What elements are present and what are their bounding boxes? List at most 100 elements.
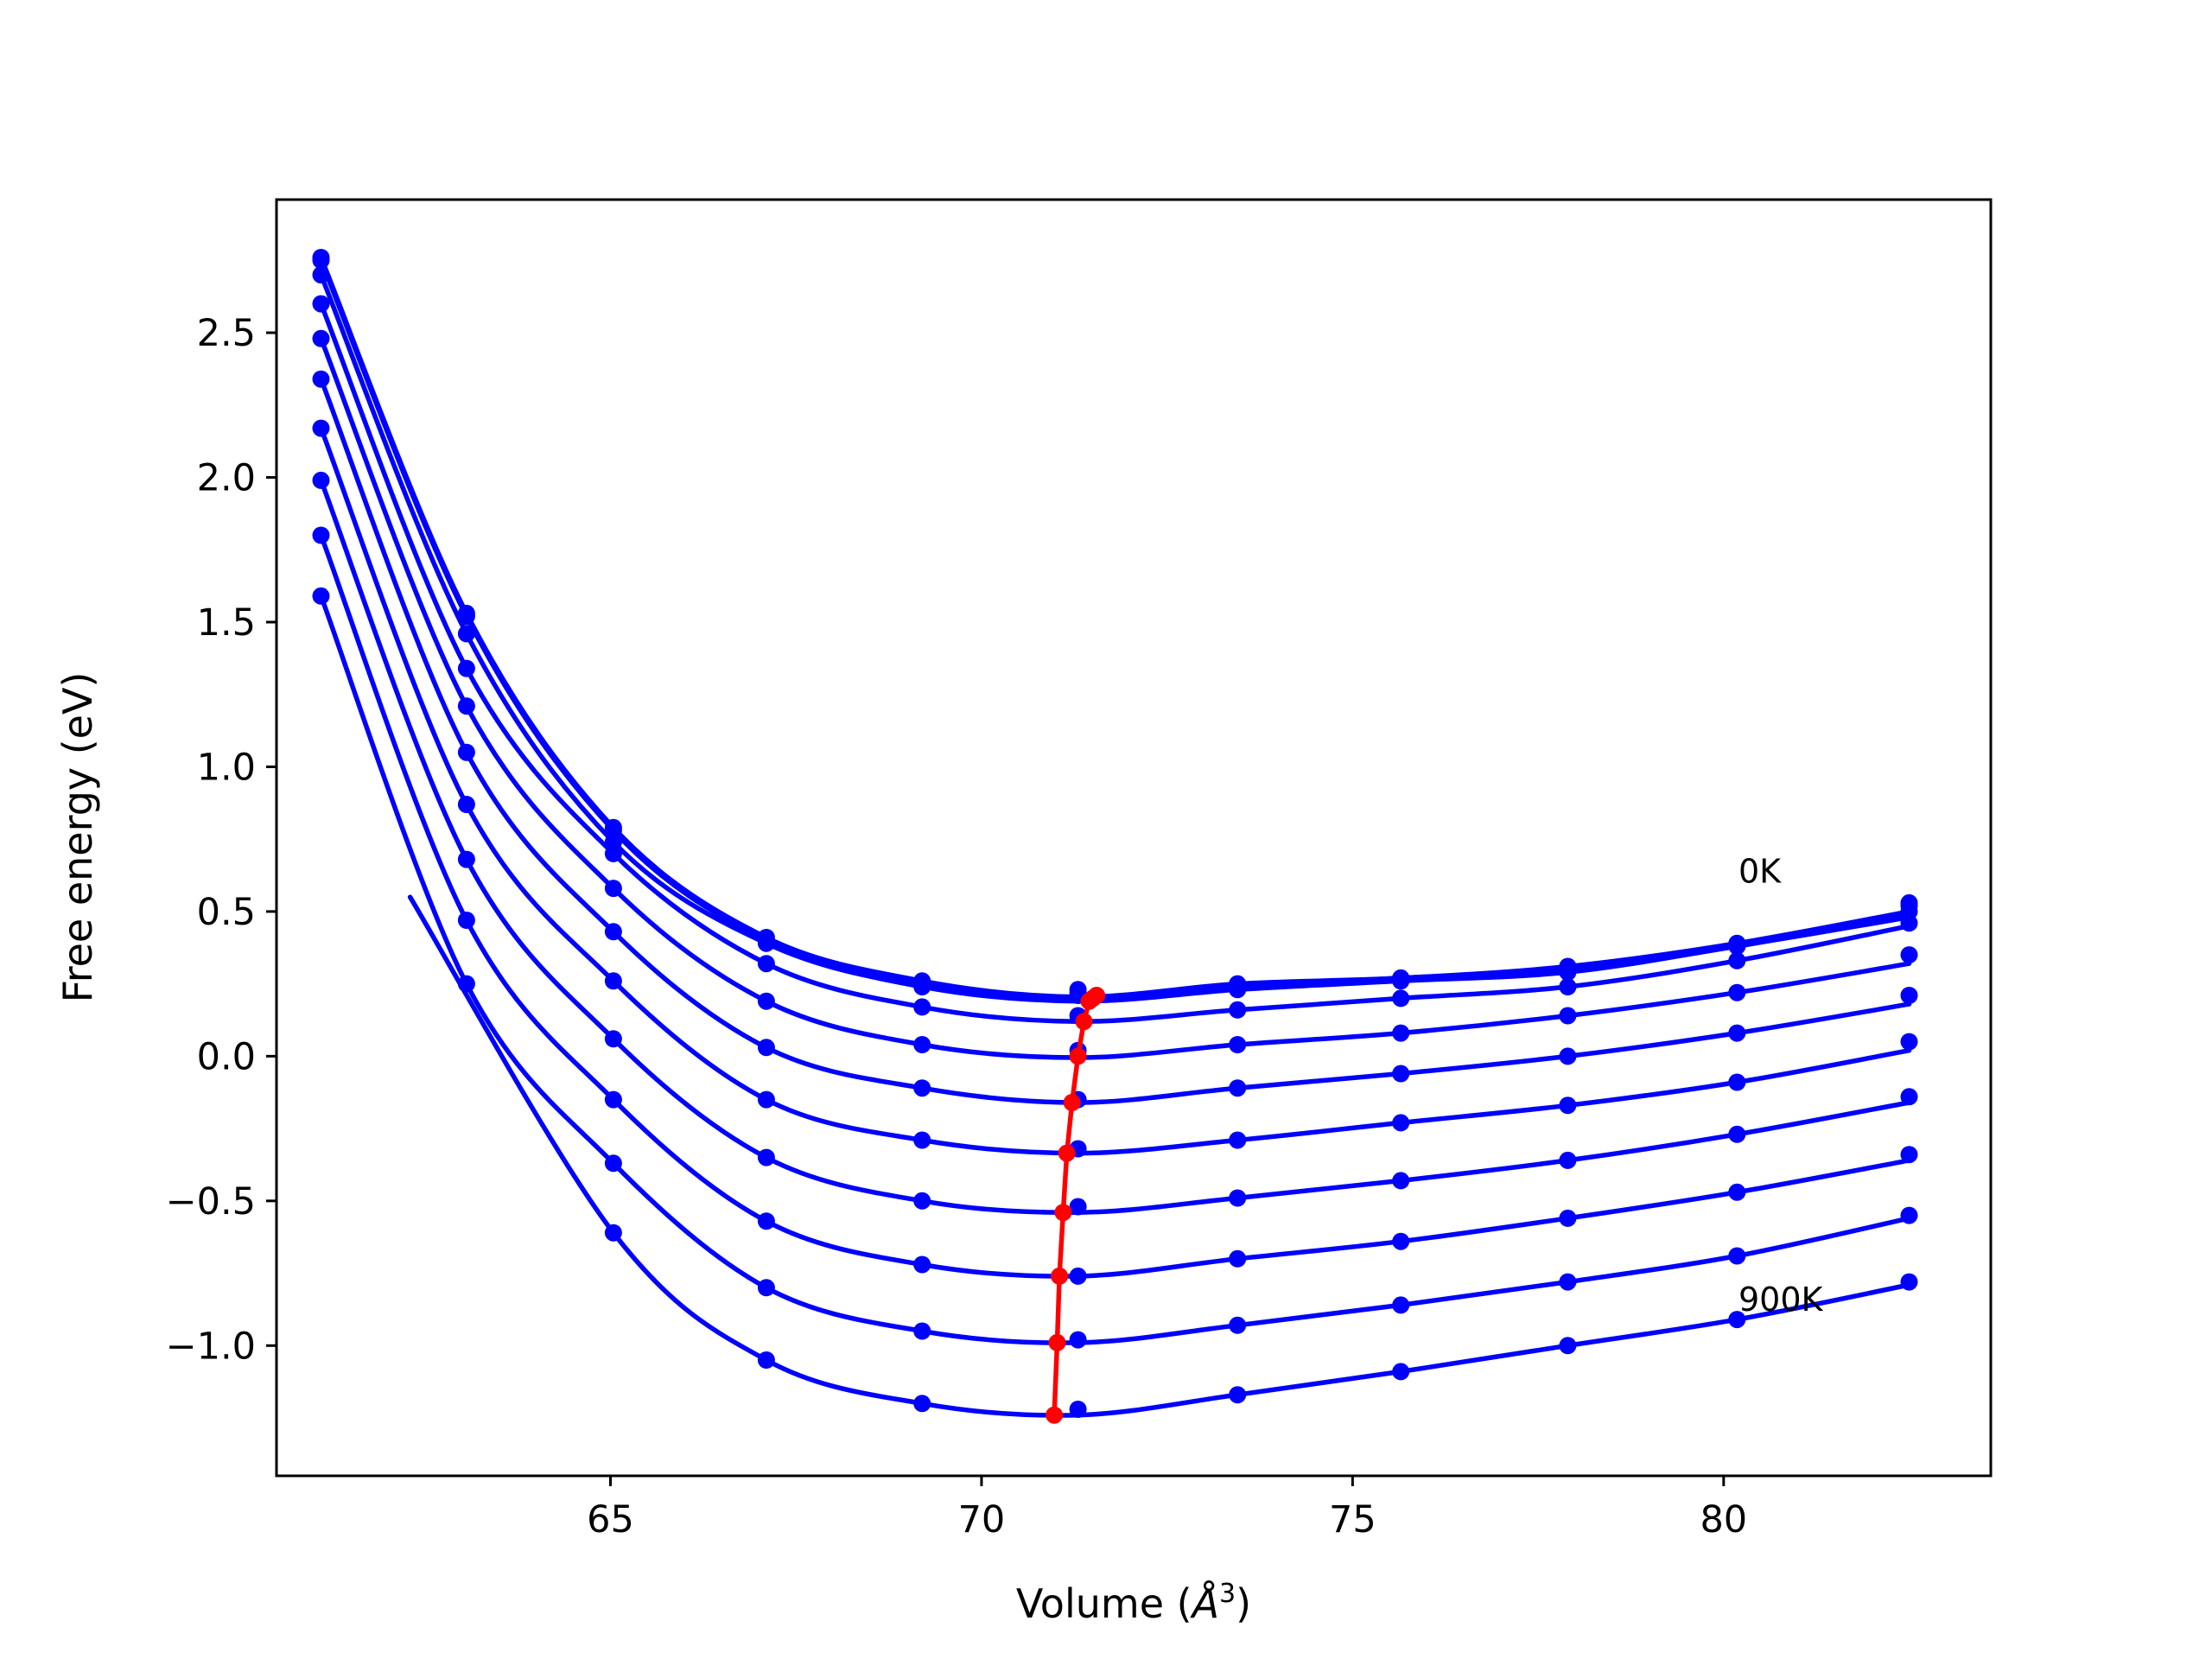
data-point	[604, 1090, 622, 1109]
data-point	[1069, 1198, 1087, 1216]
data-point	[457, 607, 475, 626]
data-point	[457, 625, 475, 643]
x-axis-title: Volume (Å3)	[1016, 1579, 1251, 1627]
data-point	[457, 975, 475, 993]
data-point	[757, 955, 775, 973]
data-point	[604, 880, 622, 898]
temperature-annotation: 900K	[1738, 1281, 1824, 1319]
fit-curve-9	[318, 532, 1912, 1279]
data-point	[457, 659, 475, 677]
y-tick-label: −1.0	[166, 1325, 256, 1368]
data-point	[312, 471, 330, 489]
data-point	[1392, 1024, 1410, 1042]
data-point	[1392, 972, 1410, 990]
minimum-point	[1051, 1267, 1069, 1285]
data-point	[1559, 1209, 1577, 1227]
data-point	[1559, 1096, 1577, 1115]
y-axis-title: Free energy (eV)	[54, 672, 101, 1003]
data-point	[1900, 946, 1918, 964]
minimum-point	[1069, 1047, 1087, 1065]
data-point	[1728, 951, 1746, 969]
data-point	[913, 1395, 931, 1413]
minimum-point	[1075, 1013, 1093, 1031]
data-points	[312, 249, 1918, 1418]
fit-curve-7	[318, 425, 1912, 1156]
data-point	[1559, 1273, 1577, 1291]
data-point	[1229, 1079, 1247, 1097]
data-point	[1229, 1316, 1247, 1334]
data-point	[1728, 983, 1746, 1001]
fit-curve-11	[407, 894, 1912, 1418]
data-point	[312, 419, 330, 437]
data-point	[1559, 1007, 1577, 1025]
data-point	[1392, 1363, 1410, 1381]
minimum-point	[1080, 992, 1098, 1010]
data-point	[1900, 987, 1918, 1004]
data-point	[1069, 1401, 1087, 1418]
data-point	[604, 844, 622, 862]
data-point	[1728, 938, 1746, 956]
x-tick-label: 75	[1329, 1498, 1376, 1541]
data-point	[1728, 1073, 1746, 1091]
fit-curve-4	[318, 301, 1912, 1024]
fit-curve-8	[318, 478, 1912, 1216]
minimum-point	[1054, 1204, 1072, 1222]
fit-curve-10	[318, 594, 1912, 1345]
data-point	[1069, 1331, 1087, 1349]
data-point	[1900, 1206, 1918, 1224]
data-point	[1728, 1183, 1746, 1201]
y-tick-label: 2.5	[197, 312, 256, 355]
fit-curve-6	[318, 376, 1912, 1105]
y-tick-label: 1.5	[197, 601, 256, 645]
minimum-point	[1058, 1144, 1076, 1162]
data-point	[1728, 1311, 1746, 1329]
data-point	[457, 850, 475, 868]
data-point	[1392, 1296, 1410, 1314]
data-point	[1728, 1024, 1746, 1042]
data-point	[1229, 1036, 1247, 1053]
data-point	[1392, 1232, 1410, 1250]
data-point	[1559, 1047, 1577, 1065]
data-point	[457, 743, 475, 761]
data-point	[913, 998, 931, 1016]
data-point	[312, 370, 330, 388]
data-point	[757, 992, 775, 1010]
data-point	[1728, 1125, 1746, 1143]
temperature-annotation: 0K	[1738, 852, 1782, 890]
data-point	[1229, 1131, 1247, 1149]
y-axis-ticks: −1.0 −0.5 0.0 0.5 1.0 1.5 2.0 2.5	[166, 312, 276, 1368]
data-point	[913, 978, 931, 995]
data-point	[1559, 963, 1577, 982]
data-point	[604, 1224, 622, 1242]
data-point	[1559, 1337, 1577, 1355]
y-tick-label: −0.5	[166, 1180, 256, 1224]
x-tick-label: 65	[587, 1498, 634, 1541]
data-point	[757, 1212, 775, 1230]
data-point	[1229, 981, 1247, 999]
data-point	[757, 1148, 775, 1166]
data-point	[757, 1351, 775, 1369]
data-point	[1229, 1386, 1247, 1404]
data-point	[913, 1255, 931, 1274]
y-tick-label: 2.0	[197, 457, 256, 500]
data-point	[312, 251, 330, 270]
data-point	[1900, 1273, 1918, 1291]
data-point	[1069, 1267, 1087, 1285]
data-point	[457, 796, 475, 813]
fit-curve-3	[318, 272, 1912, 1004]
fit-curves	[318, 255, 1912, 1418]
data-point	[1728, 1247, 1746, 1265]
data-point	[312, 329, 330, 347]
minimum-point	[1048, 1333, 1066, 1351]
minima-series	[1046, 987, 1106, 1424]
data-point	[312, 295, 330, 313]
annotations: 0K 900K	[1738, 852, 1824, 1319]
data-point	[457, 697, 475, 715]
data-point	[457, 912, 475, 929]
data-point	[1229, 1001, 1247, 1019]
data-point	[757, 1039, 775, 1057]
data-point	[913, 1131, 931, 1149]
data-point	[312, 266, 330, 284]
